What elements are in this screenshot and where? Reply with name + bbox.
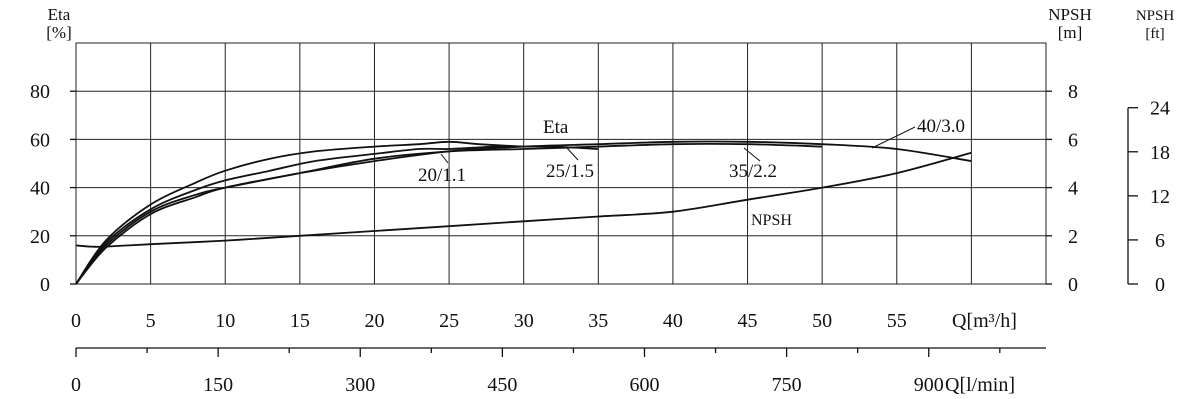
left-axis-unit: [%] [46, 23, 71, 42]
annotation-npsh: NPSH [751, 212, 792, 229]
right-ft-tick-label-6: 6 [1155, 230, 1165, 252]
right-ft-tick-label-0: 0 [1155, 274, 1165, 296]
leader-25-1-5 [567, 148, 578, 160]
leader-35-2-2 [744, 148, 760, 161]
right-m-axis-title: NPSH [1048, 5, 1091, 24]
x2-tick-label-0: 0 [71, 374, 81, 396]
left-tick-label-0: 0 [40, 274, 50, 296]
x2-tick-label-450: 450 [487, 374, 517, 396]
right-m-tick-label-4: 4 [1068, 178, 1078, 200]
x2-axis-unit-label: Q[l/min] [945, 374, 1015, 396]
right-ft-tick-label-12: 12 [1150, 186, 1170, 208]
left-tick-label-80: 80 [30, 81, 50, 103]
x-tick-label-35: 35 [588, 310, 608, 332]
x-tick-label-40: 40 [663, 310, 683, 332]
annotation-25-1-5: 25/1.5 [546, 161, 594, 182]
x2-tick-label-750: 750 [772, 374, 802, 396]
x-tick-label-15: 15 [290, 310, 310, 332]
annotation-35-2-2: 35/2.2 [729, 161, 777, 182]
right-ft-tick-label-24: 24 [1150, 98, 1170, 120]
x-tick-label-0: 0 [71, 310, 81, 332]
left-tick-label-20: 20 [30, 226, 50, 248]
left-axis-title: Eta [48, 5, 71, 24]
annotation-eta: Eta [543, 117, 569, 138]
right-m-tick-label-2: 2 [1068, 226, 1078, 248]
x-tick-label-5: 5 [146, 310, 156, 332]
right-m-tick-label-0: 0 [1068, 274, 1078, 296]
x-axis-unit-label: Q[m³/h] [952, 310, 1017, 332]
right-ft-tick-label-18: 18 [1150, 142, 1170, 164]
x-tick-label-30: 30 [514, 310, 534, 332]
labels: Eta [%] NPSH [m] NPSH [ft] Q[m³/h] Q[l/m… [46, 5, 1174, 396]
x-tick-label-10: 10 [215, 310, 235, 332]
x2-tick-label-600: 600 [629, 374, 659, 396]
x2-tick-label-150: 150 [203, 374, 233, 396]
left-tick-label-40: 40 [30, 178, 50, 200]
right-m-axis-unit: [m] [1058, 23, 1083, 42]
leader-20-1-1 [441, 154, 448, 163]
x2-tick-label-300: 300 [345, 374, 375, 396]
x-tick-label-55: 55 [887, 310, 907, 332]
right-m-tick-label-8: 8 [1068, 81, 1078, 103]
x2-tick-label-900: 900 [914, 374, 944, 396]
left-tick-label-60: 60 [30, 129, 50, 151]
leader-40-3-0 [872, 127, 915, 148]
x-tick-label-45: 45 [738, 310, 758, 332]
x-tick-label-25: 25 [439, 310, 459, 332]
x-tick-label-20: 20 [364, 310, 384, 332]
x-tick-label-50: 50 [812, 310, 832, 332]
annotation-20-1-1: 20/1.1 [418, 165, 466, 186]
annotation-40-3-0: 40/3.0 [917, 116, 965, 137]
right-m-tick-label-6: 6 [1068, 129, 1078, 151]
right-ft-axis-unit: [ft] [1145, 26, 1164, 42]
right-ft-axis-title: NPSH [1136, 8, 1175, 24]
